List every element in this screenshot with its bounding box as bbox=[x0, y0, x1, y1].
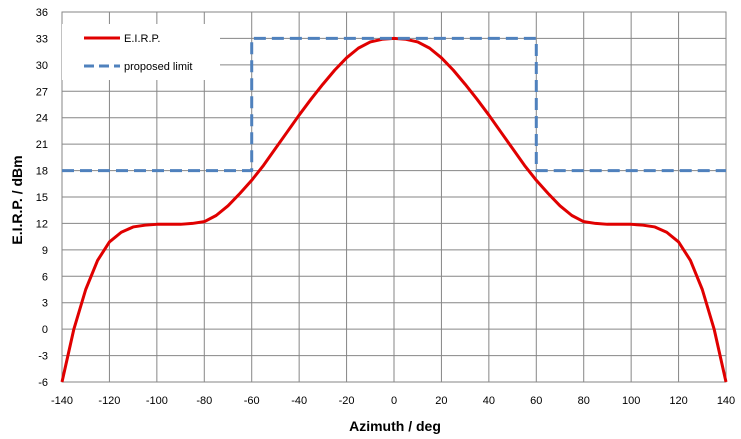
x-axis-title: Azimuth / deg bbox=[349, 418, 441, 434]
plot-area bbox=[61, 11, 727, 383]
x-tick-label: 140 bbox=[717, 395, 735, 407]
x-tick-label: -20 bbox=[339, 395, 355, 407]
y-tick-label: -6 bbox=[38, 377, 48, 389]
series-group bbox=[60, 36, 728, 383]
y-tick-label: 3 bbox=[42, 298, 48, 310]
x-tick-label: -40 bbox=[291, 395, 307, 407]
x-tick-label: 120 bbox=[669, 395, 687, 407]
legend: E.I.R.P. proposed limit bbox=[62, 24, 220, 80]
y-axis-title: E.I.R.P. / dBm bbox=[9, 155, 25, 244]
x-tick-label: 0 bbox=[391, 395, 397, 407]
x-tick-label: 40 bbox=[483, 395, 495, 407]
y-tick-label: 30 bbox=[36, 60, 48, 72]
y-tick-label: 0 bbox=[42, 324, 48, 336]
y-tick-label: 21 bbox=[36, 139, 48, 151]
x-tick-label: 80 bbox=[578, 395, 590, 407]
x-tick-label: -120 bbox=[98, 395, 120, 407]
legend-box bbox=[62, 24, 220, 80]
y-tick-label: 33 bbox=[36, 33, 48, 45]
x-axis-ticks: -140 -120 -100 -80 -60 -40 -20 0 20 40 60 80 100 120 1… bbox=[51, 395, 735, 407]
y-tick-label: 12 bbox=[36, 218, 48, 230]
y-tick-label: 9 bbox=[42, 245, 48, 257]
x-tick-label: -140 bbox=[51, 395, 73, 407]
series-line-eirp bbox=[60, 36, 728, 383]
x-tick-label: 60 bbox=[530, 395, 542, 407]
y-tick-label: 24 bbox=[36, 113, 48, 125]
x-tick-label: 20 bbox=[435, 395, 447, 407]
legend-label-limit: proposed limit bbox=[124, 61, 192, 73]
x-tick-label: -100 bbox=[146, 395, 168, 407]
x-tick-label: -80 bbox=[196, 395, 212, 407]
y-tick-label: 27 bbox=[36, 86, 48, 98]
y-tick-label: 36 bbox=[36, 7, 48, 19]
x-tick-label: 100 bbox=[622, 395, 640, 407]
y-tick-label: -3 bbox=[38, 351, 48, 363]
y-tick-label: 15 bbox=[36, 192, 48, 204]
x-tick-label: -60 bbox=[244, 395, 260, 407]
y-tick-label: 6 bbox=[42, 271, 48, 283]
y-tick-label: 18 bbox=[36, 166, 48, 178]
legend-label-eirp: E.I.R.P. bbox=[124, 33, 160, 45]
